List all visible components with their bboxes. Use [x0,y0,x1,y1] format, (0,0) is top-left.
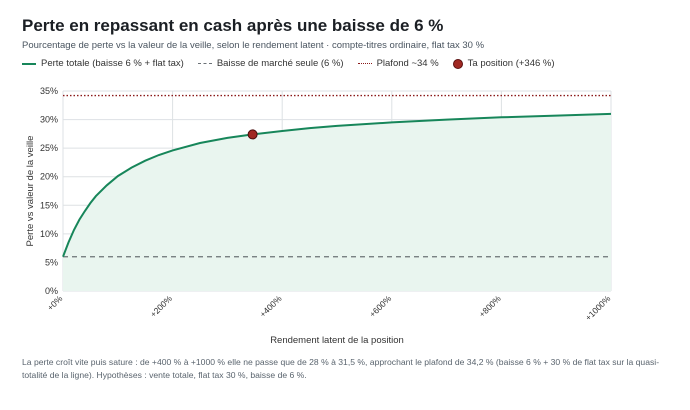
legend-swatch-dashed [197,63,212,64]
y-axis-title: Perte vs valeur de la veille [25,136,36,247]
legend-label-total: Perte totale (baisse 6 % + flat tax) [41,58,184,69]
legend-label-ceiling: Plafond ~34 % [376,58,439,69]
chart-subtitle: Pourcentage de perte vs la valeur de la … [22,40,485,51]
position-marker[interactable] [247,129,258,140]
y-tick-label: 0% [45,286,58,296]
x-tick-label: +400% [258,293,284,319]
footnote: La perte croît vite puis sature : de +40… [22,357,660,380]
x-tick-label: +600% [367,293,393,319]
legend-item-position[interactable]: Ta position (+346 %) [452,58,555,69]
y-tick-label: 30% [40,115,58,125]
total-loss-line [62,112,612,258]
x-tick-label: +200% [148,293,174,319]
legend-label-position: Ta position (+346 %) [467,58,555,69]
y-tick-label: 10% [40,229,58,239]
legend-item-total[interactable]: Perte totale (baisse 6 % + flat tax) [22,58,184,69]
y-tick-label: 35% [40,86,58,96]
legend-swatch-dotted [357,63,372,64]
total-loss-area [63,113,611,292]
legend-item-market[interactable]: Baisse de marché seule (6 %) [197,58,344,69]
legend-swatch-marker [452,58,463,69]
x-tick-label: +800% [477,293,503,319]
y-tick-label: 25% [40,143,58,153]
y-tick-label: 15% [40,200,58,210]
y-tick-label: 5% [45,257,58,267]
legend: Perte totale (baisse 6 % + flat tax) Bai… [22,58,569,69]
chart-title: Perte en repassant en cash après une bai… [22,16,444,35]
line-chart: 0%5%10%15%20%25%30%35%+0% +200% +400% +600%… [25,86,613,346]
x-tick-label: +1000% [583,293,613,323]
x-axis-title: Rendement latent de la position [270,335,404,346]
legend-item-ceiling[interactable]: Plafond ~34 % [357,58,439,69]
y-tick-label: 20% [40,172,58,182]
legend-label-market: Baisse de marché seule (6 %) [216,58,344,69]
legend-swatch-solid [22,62,36,65]
